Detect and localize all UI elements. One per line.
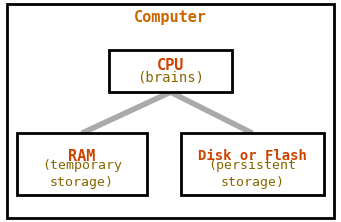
Text: Computer: Computer [134,10,207,25]
FancyBboxPatch shape [181,133,324,195]
Text: Disk or Flash: Disk or Flash [198,149,307,163]
FancyBboxPatch shape [17,133,147,195]
Text: CPU: CPU [157,58,184,73]
Text: (temporary
storage): (temporary storage) [42,159,122,189]
FancyBboxPatch shape [7,4,334,218]
Text: (brains): (brains) [137,70,204,84]
FancyBboxPatch shape [109,50,232,92]
Text: (persistent
storage): (persistent storage) [208,159,296,189]
Text: RAM: RAM [68,149,95,164]
